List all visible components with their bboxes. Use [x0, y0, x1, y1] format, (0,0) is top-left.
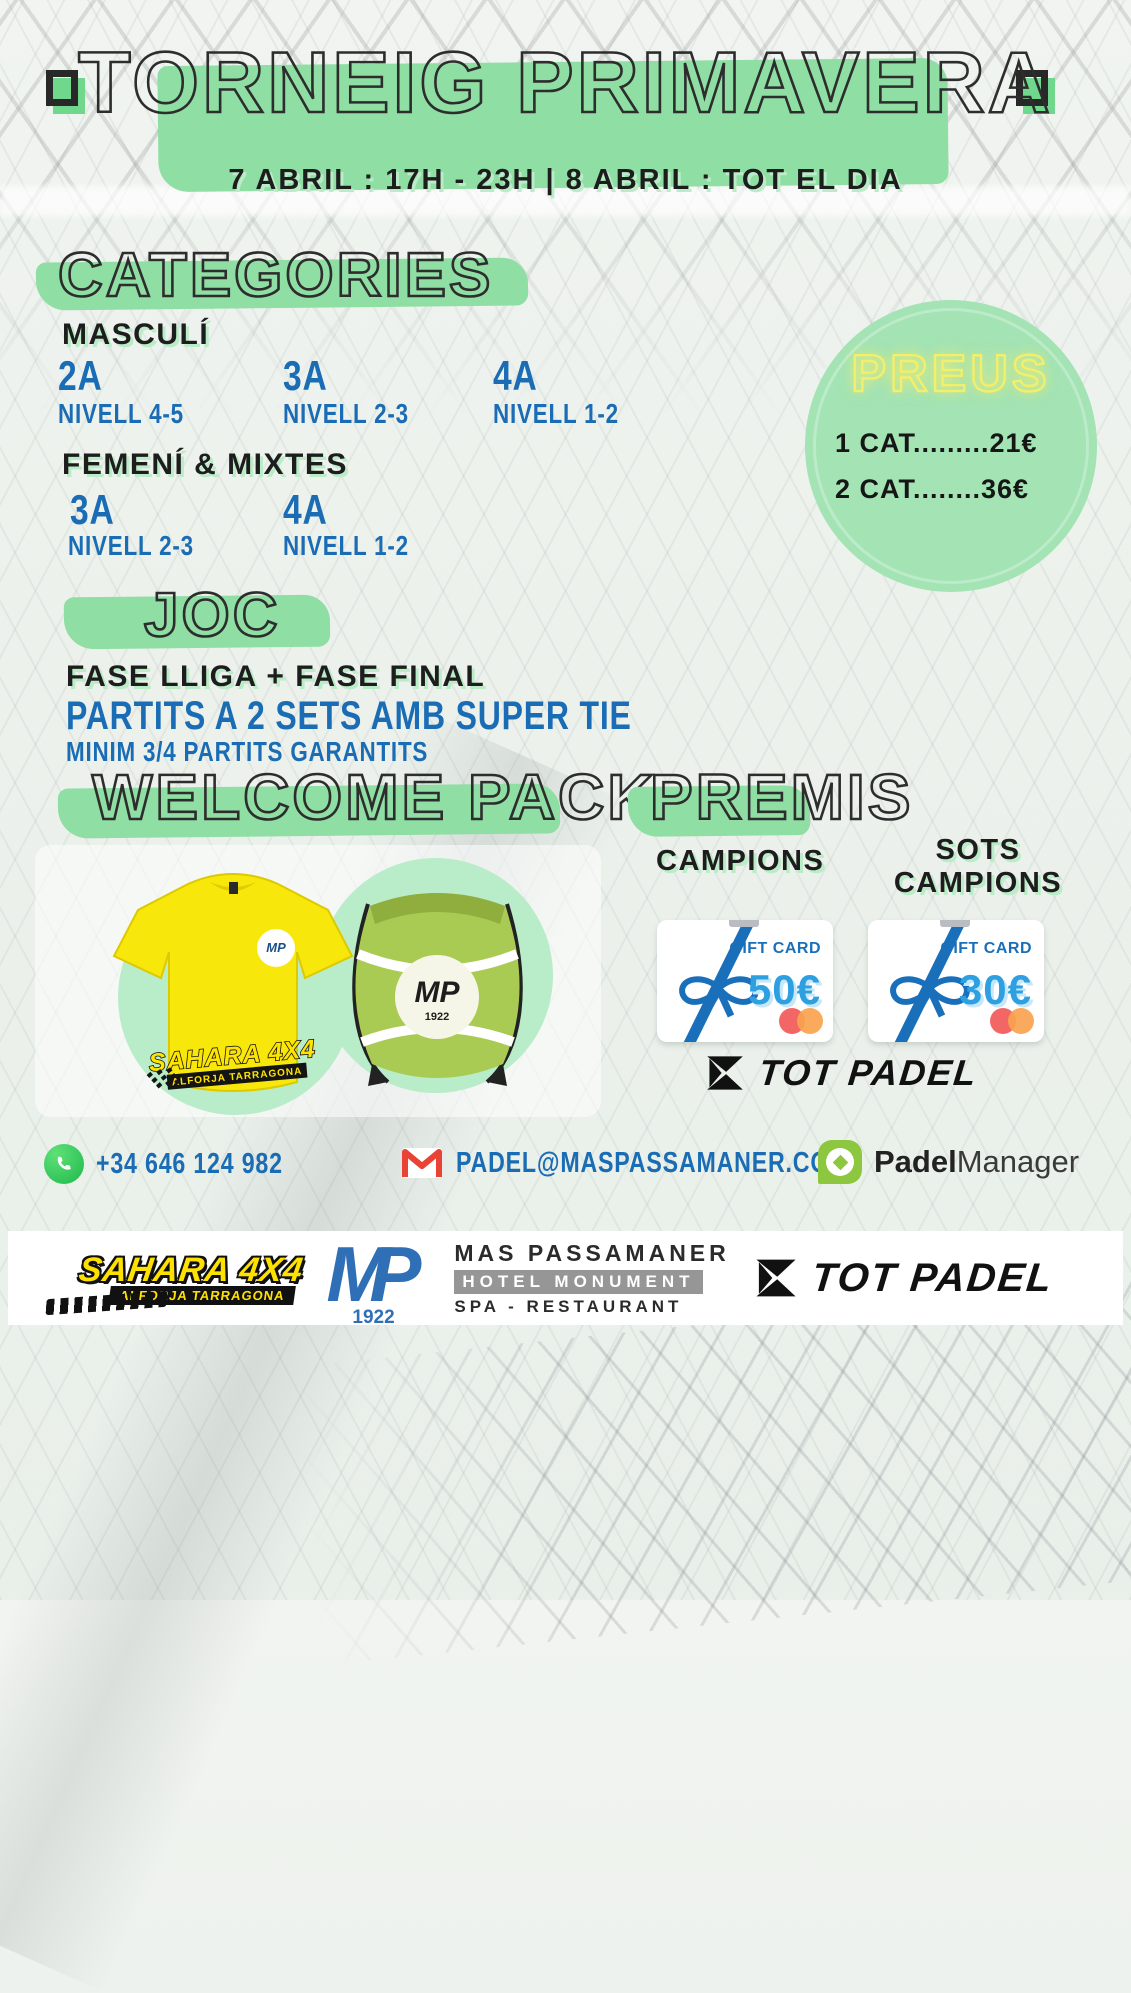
gift-card-label: GIFT CARD [729, 940, 821, 957]
gift-card-30: GIFT CARD 30€ [868, 920, 1044, 1042]
category-code: 4A [283, 486, 328, 533]
prices-title: PREUS [850, 344, 1051, 404]
category-code: 4A [493, 352, 538, 399]
totpadel-icon [756, 1259, 796, 1297]
padelmanager-logo[interactable]: PadelManager [818, 1140, 1079, 1184]
mastercard-icon [779, 1008, 823, 1034]
bag-logo-year: 1922 [425, 1011, 449, 1023]
phone-number: +34 646 124 982 [96, 1147, 283, 1180]
mp-monogram-icon: MP 1922 [326, 1230, 436, 1328]
category-level: NIVELL 2-3 [68, 530, 194, 561]
gift-card-amount: 30€ [958, 966, 1032, 1013]
totpadel-logo: TOT PADEL [705, 1052, 980, 1094]
runnerup-label: SOTS CAMPIONS [893, 834, 1063, 899]
padelmanager-text-light: Manager [956, 1144, 1080, 1179]
date-line: 7 ABRIL : 17H - 23H | 8 ABRIL : TOT EL D… [228, 164, 903, 196]
totpadel-icon [707, 1056, 743, 1090]
joc-line1: FASE LLIGA + FASE FINAL [66, 660, 486, 693]
categories-title: CATEGORIES [57, 240, 494, 312]
premis-title: PREMIS [649, 760, 914, 835]
category-level: NIVELL 1-2 [283, 530, 409, 561]
bag-logo: MP [415, 976, 461, 1009]
tire-tracks-icon [45, 1290, 168, 1316]
ribbon-icon [890, 920, 970, 1042]
joc-title: JOC [143, 580, 281, 652]
padelmanager-text-bold: Padel [874, 1144, 957, 1179]
maspassamaner-logo: MP 1922 MAS PASSAMANER HOTEL MONUMENT SP… [326, 1230, 730, 1328]
price-line-2: 2 CAT........36€ [835, 474, 1030, 504]
gift-card-label: GIFT CARD [940, 940, 1032, 957]
sahara-name: SAHARA 4X4 [76, 1251, 306, 1289]
category-code: 3A [70, 486, 115, 533]
totpadel-text: TOT PADEL [756, 1052, 980, 1093]
joc-line3: MINIM 3/4 PARTITS GARANTITS [66, 736, 429, 767]
ribbon-icon [679, 920, 759, 1042]
header-right-square [1016, 70, 1055, 114]
sahara-logo: SAHARA 4X4 ALFORJA TARRAGONA [45, 1251, 306, 1316]
joc-line2: PARTITS A 2 SETS AMB SUPER TIE [66, 694, 632, 738]
gift-card-50: GIFT CARD 50€ [657, 920, 833, 1042]
welcome-bag-image: MP 1922 [352, 893, 523, 1086]
prices-badge: PREUS 1 CAT.........21€ 2 CAT........36€ [805, 300, 1097, 592]
page-title: TORNEIG PRIMAVERA [77, 34, 1053, 133]
tshirt-chest-logo: MP [266, 940, 286, 955]
net-background-bottom [286, 1273, 1131, 1667]
welcome-title: WELCOME PACK [91, 760, 657, 835]
category-level: NIVELL 4-5 [58, 398, 184, 429]
price-line-1: 1 CAT.........21€ [835, 428, 1038, 458]
totpadel-footer-text: TOT PADEL [809, 1255, 1056, 1300]
email-address: PADEL@MASPASSAMANER.COM [456, 1146, 850, 1179]
padelmanager-text: PadelManager [874, 1144, 1079, 1180]
gift-card-amount: 50€ [747, 966, 821, 1013]
champions-label: CAMPIONS [656, 845, 825, 877]
mas-line3: SPA - RESTAURANT [454, 1296, 683, 1316]
email-contact[interactable]: PADEL@MASPASSAMANER.COM [400, 1146, 948, 1180]
mas-line1: MAS PASSAMANER [454, 1239, 730, 1266]
phone-contact[interactable]: +34 646 124 982 [44, 1144, 330, 1184]
category-code: 3A [283, 352, 328, 399]
mp-monogram-year: 1922 [352, 1307, 395, 1328]
header-left-square [46, 70, 85, 114]
card-tab [729, 920, 759, 927]
whatsapp-icon [44, 1144, 84, 1184]
category-level: NIVELL 2-3 [283, 398, 409, 429]
card-tab [940, 920, 970, 927]
category-level: NIVELL 1-2 [493, 398, 619, 429]
mastercard-icon [990, 1008, 1034, 1034]
totpadel-footer-logo: TOT PADEL [754, 1255, 1056, 1301]
group-label-femeni: FEMENÍ & MIXTES [62, 448, 348, 481]
group-label-masculi: MASCULÍ [62, 318, 210, 351]
gmail-icon [402, 1148, 442, 1178]
mas-line2: HOTEL MONUMENT [454, 1269, 703, 1294]
category-code: 2A [58, 352, 103, 399]
welcome-tshirt-image: MP SAHARA 4X4 ALFORJA TARRAGONA [112, 873, 354, 1092]
padelmanager-icon [818, 1140, 862, 1184]
sponsor-bar: SAHARA 4X4 ALFORJA TARRAGONA MP 1922 MAS… [8, 1230, 1123, 1328]
